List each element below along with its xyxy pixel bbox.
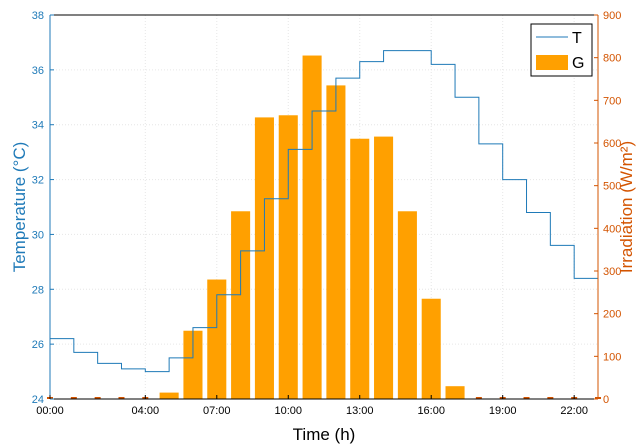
legend-temperature-label: T [572,30,582,47]
x-tick-label: 07:00 [203,405,231,417]
y-axis-right-title: Irradiation (W/m²) [617,141,636,273]
y-axis-left-title: Temperature (°C) [10,142,29,273]
x-tick-label: 04:00 [132,405,160,417]
y-right-tick-label: 500 [603,181,621,193]
y-left-tick-label: 34 [32,120,44,132]
x-tick-label: 22:00 [560,405,588,417]
legend-irradiation-label: G [572,55,584,72]
x-tick-label: 16:00 [417,405,445,417]
irradiation-bar [397,211,417,399]
y-right-tick-label: 800 [603,53,621,65]
y-left-tick-label: 28 [32,284,44,296]
legend-irradiation-swatch [536,55,568,70]
irradiation-bar [302,55,322,400]
x-tick-label: 13:00 [346,405,374,417]
y-left-tick-label: 26 [32,339,44,351]
irradiation-bar [231,211,251,399]
y-left-tick-label: 24 [32,394,44,406]
irradiation-bar [183,330,203,399]
irradiation-bar [159,392,179,399]
irradiation-bar [326,85,346,400]
y-right-tick-label: 300 [603,266,621,278]
irradiation-bar [207,279,227,399]
irradiation-bar [374,136,394,399]
x-tick-label: 00:00 [36,405,64,417]
y-right-tick-label: 200 [603,309,621,321]
plot-area [50,15,598,399]
y-left-tick-label: 38 [32,10,44,22]
y-right-tick-label: 400 [603,223,621,235]
irradiation-bar [421,298,441,399]
x-tick-label: 10:00 [274,405,302,417]
temperature-step-line [50,50,599,373]
irradiation-bar [445,386,465,399]
y-left-tick-label: 32 [32,175,44,187]
ticks: 24 26 28 30 32 34 36 38 0 100 200 300 400 500 600 700 80… [32,10,622,417]
y-right-tick-label: 600 [603,138,621,150]
legend: T G [530,23,593,77]
irradiation-bar [278,115,298,400]
axes [49,14,599,400]
y-right-tick-label: 100 [603,351,621,363]
irradiation-bar [254,117,274,400]
y-left-tick-label: 30 [32,229,44,241]
y-left-tick-label: 36 [32,65,44,77]
y-right-tick-label: 700 [603,95,621,107]
y-right-tick-label: 0 [603,394,609,406]
irradiation-bar [350,138,370,399]
x-tick-label: 19:00 [489,405,517,417]
y-right-tick-label: 900 [603,10,621,22]
x-axis-title: Time (h) [293,425,356,444]
irradiation-bars [159,55,465,400]
